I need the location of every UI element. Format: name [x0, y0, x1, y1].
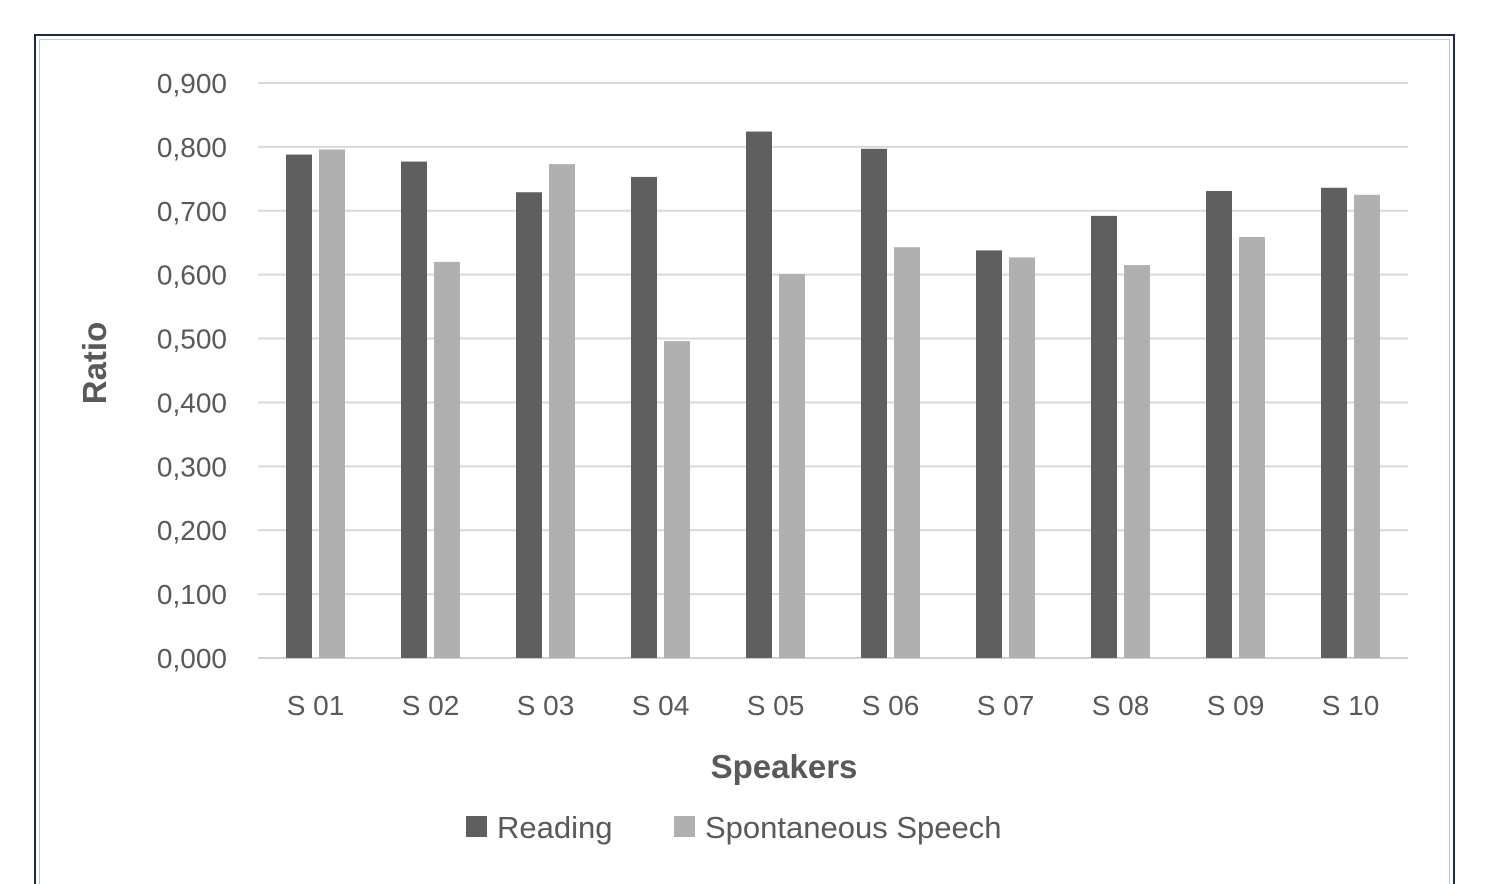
chart-area-border — [39, 39, 1450, 884]
y-tick-label: 0,200 — [157, 515, 227, 546]
y-tick-label: 0,000 — [157, 643, 227, 674]
x-tick-label: S 07 — [977, 690, 1035, 721]
bar-spontaneous-speech — [1239, 236, 1265, 658]
bar-reading — [1321, 187, 1347, 658]
y-tick-label: 0,500 — [157, 324, 227, 355]
bar-reading — [516, 192, 542, 658]
x-tick-label: S 09 — [1207, 690, 1265, 721]
x-tick-label: S 03 — [517, 690, 575, 721]
bar-reading — [1091, 215, 1117, 658]
y-tick-label: 0,800 — [157, 132, 227, 163]
legend-swatch — [466, 816, 487, 837]
bar-reading — [401, 161, 427, 659]
x-tick-label: S 02 — [402, 690, 460, 721]
bar-spontaneous-speech — [1124, 265, 1150, 658]
legend-label: Spontaneous Speech — [705, 810, 1001, 845]
y-tick-label: 0,100 — [157, 579, 227, 610]
x-axis-ticks: S 01 S 02 S 03 S 04 S 05 S 06 S 07 S 08 S 09 S 10 — [287, 690, 1380, 721]
y-axis-ticks: 0,000 0,100 0,200 0,300 0,400 0,500 0,600 0,700… — [157, 68, 227, 674]
bar-reading — [976, 250, 1002, 658]
bar-reading — [286, 154, 312, 659]
bar-spontaneous-speech — [434, 261, 460, 658]
x-tick-label: S 01 — [287, 690, 345, 721]
y-tick-label: 0,300 — [157, 451, 227, 482]
x-tick-label: S 04 — [632, 690, 690, 721]
bar-spontaneous-speech — [1009, 257, 1035, 658]
x-tick-label: S 06 — [862, 690, 920, 721]
y-axis-title: Ratio — [76, 322, 113, 405]
bar-spontaneous-speech — [1354, 194, 1380, 659]
bar-reading — [746, 131, 772, 659]
bars — [286, 131, 1380, 659]
x-tick-label: S 10 — [1322, 690, 1380, 721]
bar-spontaneous-speech — [549, 164, 575, 658]
bar-spontaneous-speech — [319, 149, 345, 658]
y-tick-label: 0,400 — [157, 387, 227, 418]
x-axis-title: Speakers — [711, 748, 858, 785]
gridlines — [258, 82, 1408, 659]
bar-reading — [631, 176, 657, 658]
y-tick-label: 0,700 — [157, 196, 227, 227]
y-tick-label: 0,600 — [157, 260, 227, 291]
bar-reading — [861, 148, 887, 659]
x-tick-label: S 05 — [747, 690, 805, 721]
legend-label: Reading — [497, 810, 612, 845]
bar-spontaneous-speech — [779, 274, 805, 658]
bar-spontaneous-speech — [894, 247, 920, 658]
legend: Reading Spontaneous Speech — [466, 810, 1001, 845]
bar-reading — [1206, 190, 1232, 658]
bar-spontaneous-speech — [664, 341, 690, 658]
x-tick-label: S 08 — [1092, 690, 1150, 721]
y-tick-label: 0,900 — [157, 68, 227, 99]
legend-swatch — [674, 816, 695, 837]
